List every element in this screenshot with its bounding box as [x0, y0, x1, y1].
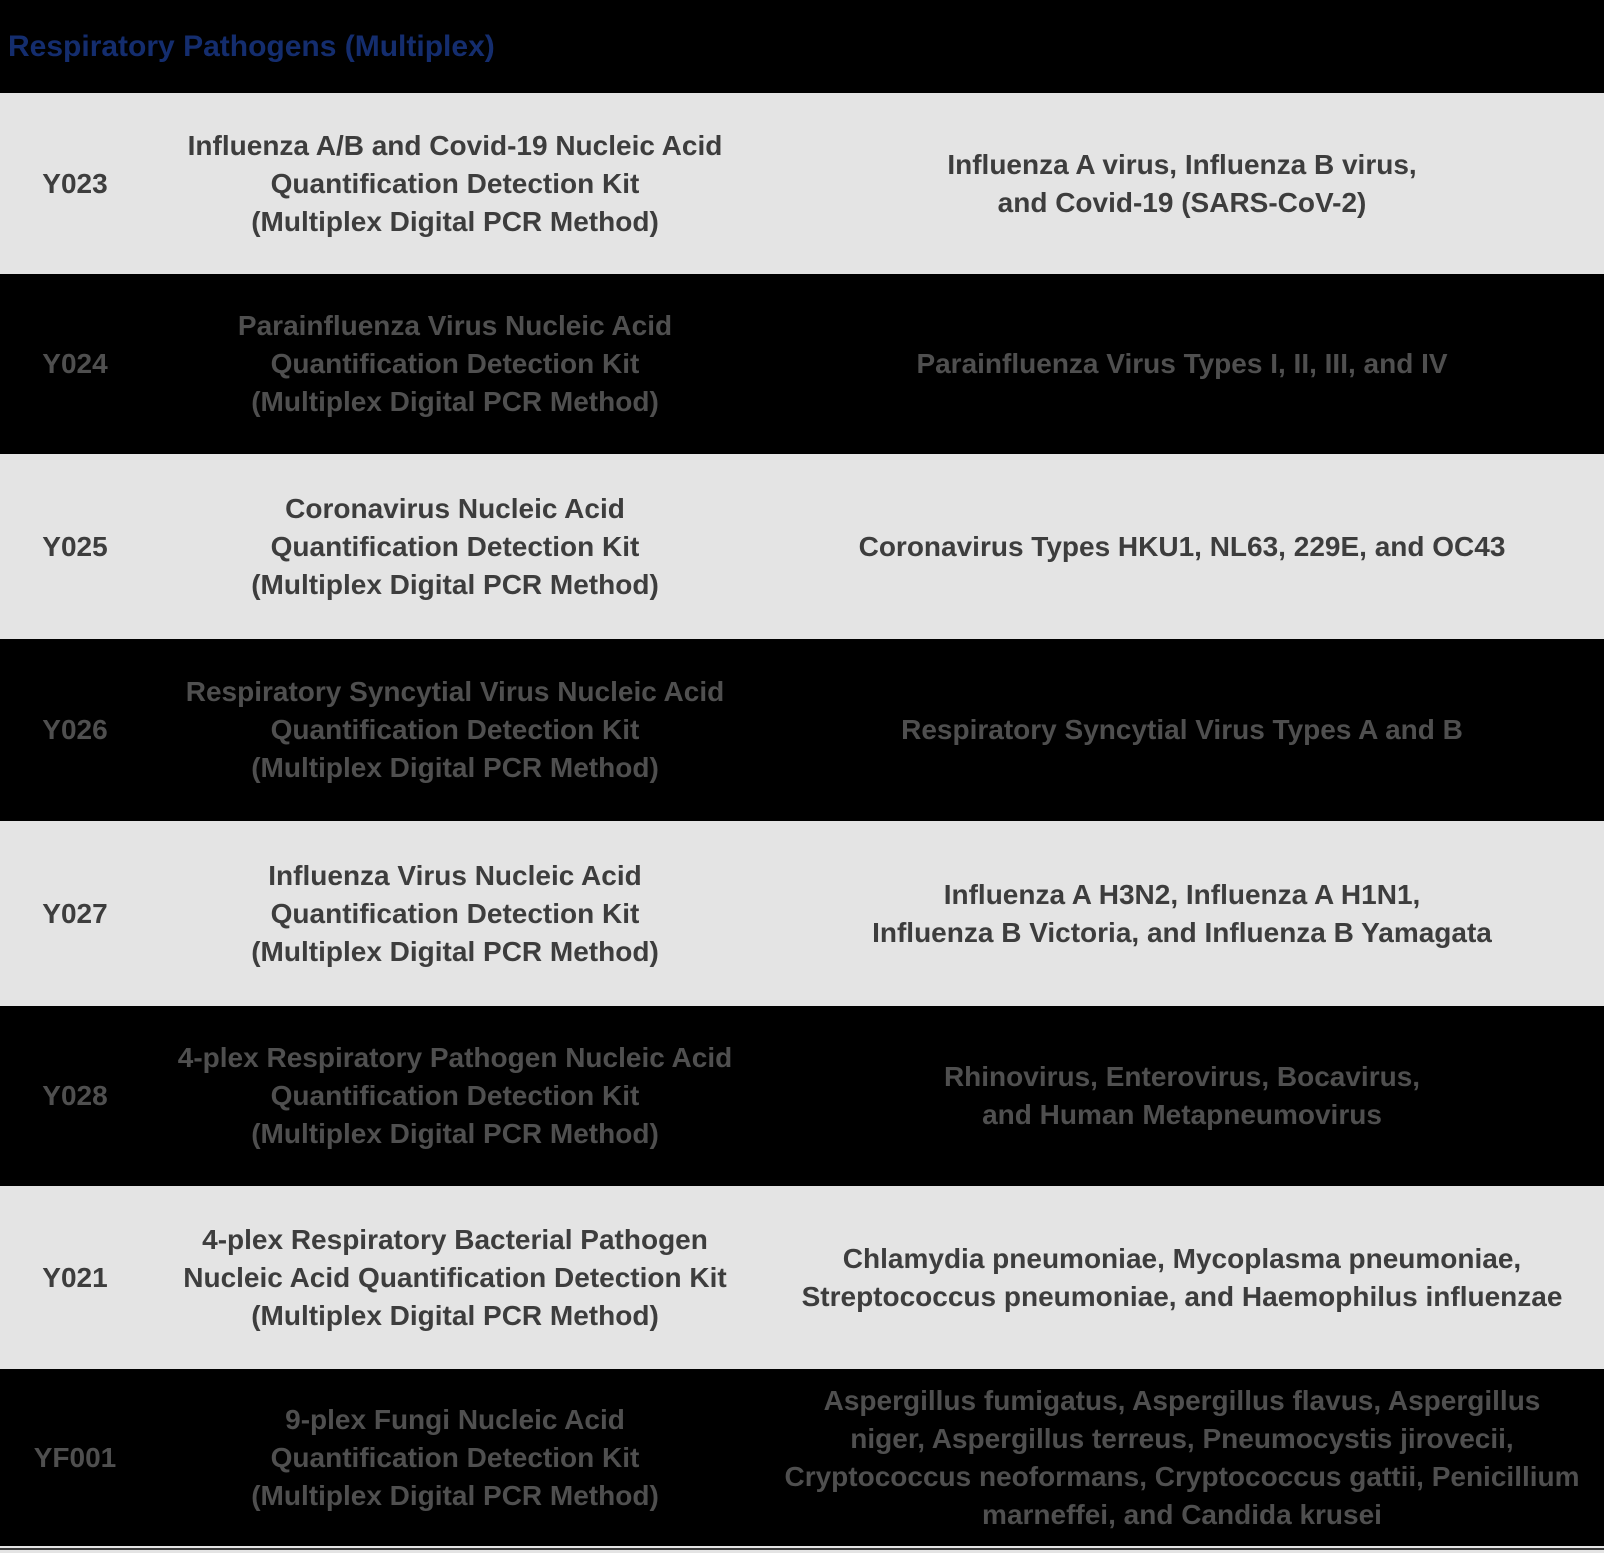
detection-targets: Parainfluenza Virus Types I, II, III, an…: [916, 348, 1448, 379]
product-name: Influenza A/B and Covid-19 Nucleic Acid …: [187, 129, 723, 237]
product-code: YF001: [33, 1441, 117, 1473]
table-row: Y028 4-plex Respiratory Pathogen Nucleic…: [0, 1006, 1604, 1186]
detection-targets: Respiratory Syncytial Virus Types A and …: [901, 714, 1463, 745]
table-row: YF001 9-plex Fungi Nucleic Acid Quantifi…: [0, 1369, 1604, 1546]
detection-targets: Aspergillus fumigatus, Aspergillus flavu…: [784, 1384, 1580, 1530]
product-name: Influenza Virus Nucleic Acid Quantificat…: [251, 859, 659, 967]
product-name: Respiratory Syncytial Virus Nucleic Acid…: [185, 676, 725, 783]
section-title: Respiratory Pathogens (Multiplex): [8, 29, 495, 63]
product-code: Y027: [42, 897, 108, 929]
detection-targets: Coronavirus Types HKU1, NL63, 229E, and …: [858, 530, 1506, 562]
table-section-header: Respiratory Pathogens (Multiplex): [0, 0, 1604, 93]
detection-targets: Influenza A virus, Influenza B virus, an…: [947, 148, 1417, 218]
detection-targets: Influenza A H3N2, Influenza A H1N1, Infl…: [872, 878, 1492, 948]
table-bottom-border: [0, 1546, 1604, 1553]
detection-targets: Rhinovirus, Enterovirus, Bocavirus, and …: [943, 1061, 1421, 1130]
table-row: Y021 4-plex Respiratory Bacterial Pathog…: [0, 1186, 1604, 1369]
product-name: 4-plex Respiratory Bacterial Pathogen Nu…: [183, 1223, 727, 1331]
product-name: Parainfluenza Virus Nucleic Acid Quantif…: [237, 310, 673, 417]
product-code: Y024: [42, 348, 108, 379]
detection-targets: Chlamydia pneumoniae, Mycoplasma pneumon…: [801, 1242, 1563, 1312]
product-code: Y021: [42, 1261, 108, 1293]
product-name: 9-plex Fungi Nucleic Acid Quantification…: [251, 1403, 659, 1511]
table-row: Y024 Parainfluenza Virus Nucleic Acid Qu…: [0, 274, 1604, 454]
divider-line: [0, 1548, 1604, 1550]
product-code: Y025: [42, 530, 108, 562]
table-row: Y025 Coronavirus Nucleic Acid Quantifica…: [0, 454, 1604, 639]
table-row: Y026 Respiratory Syncytial Virus Nucleic…: [0, 639, 1604, 821]
product-name: 4-plex Respiratory Pathogen Nucleic Acid…: [177, 1042, 733, 1149]
table-row: Y027 Influenza Virus Nucleic Acid Quanti…: [0, 821, 1604, 1006]
table-body: Y023 Influenza A/B and Covid-19 Nucleic …: [0, 93, 1604, 1546]
product-code: Y026: [42, 714, 108, 745]
product-code: Y028: [42, 1080, 108, 1111]
product-name: Coronavirus Nucleic Acid Quantification …: [251, 492, 659, 600]
product-code: Y023: [42, 167, 108, 199]
table-row: Y023 Influenza A/B and Covid-19 Nucleic …: [0, 93, 1604, 274]
